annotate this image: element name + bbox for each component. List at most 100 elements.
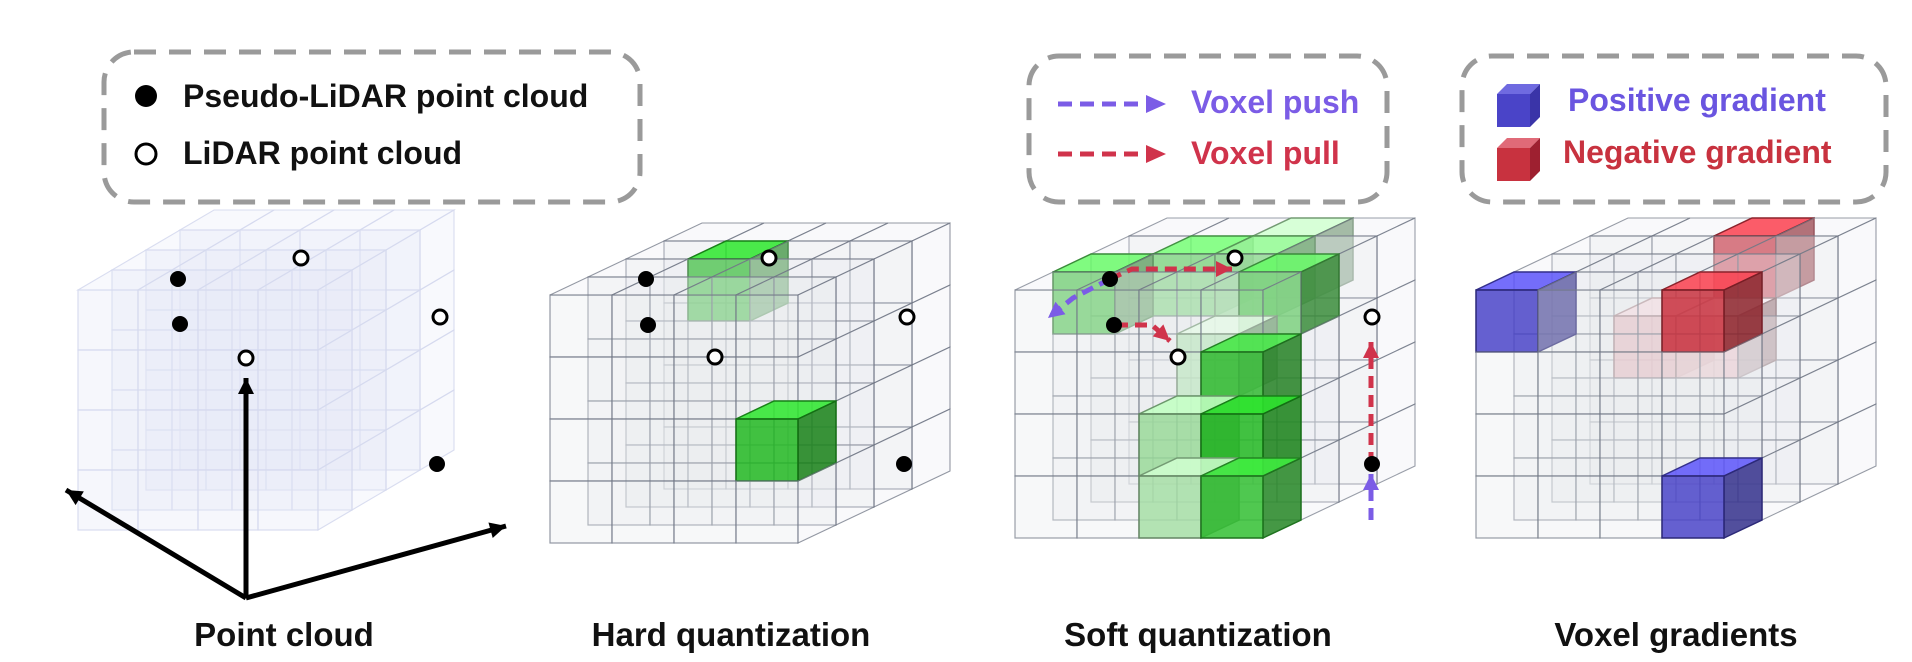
voxel-cell bbox=[231, 449, 293, 511]
legend-pseudo-lidar-label: Pseudo-LiDAR point cloud bbox=[183, 78, 588, 114]
positive-cube-icon bbox=[1497, 84, 1540, 127]
voxel-cell bbox=[1052, 333, 1116, 397]
hard-quantization-panel bbox=[549, 222, 951, 544]
legend-pull-label: Voxel pull bbox=[1191, 135, 1340, 171]
voxel-cell bbox=[1775, 421, 1839, 485]
voxel-cell bbox=[257, 409, 319, 471]
voxel-cell bbox=[811, 258, 875, 322]
push-arrow-head bbox=[1048, 301, 1066, 318]
pseudo-lidar-point bbox=[170, 271, 186, 287]
highlighted-voxel bbox=[1138, 475, 1202, 539]
voxel-cell bbox=[1052, 395, 1116, 459]
voxel-cell bbox=[1076, 351, 1140, 415]
voxel-cell bbox=[291, 329, 353, 391]
voxel-cell bbox=[231, 389, 293, 451]
caption-soft-quantization: Soft quantization bbox=[1064, 616, 1332, 653]
voxel-cell bbox=[587, 400, 651, 464]
point-cloud-panel bbox=[64, 209, 507, 601]
voxel-cell bbox=[811, 320, 875, 384]
soft-quantization-panel bbox=[1014, 216, 1416, 540]
voxel-cell bbox=[231, 269, 293, 331]
voxel-cell bbox=[549, 480, 613, 544]
legend-positive-label: Positive gradient bbox=[1568, 82, 1826, 118]
voxel-cell bbox=[849, 364, 913, 428]
pseudo-lidar-point bbox=[172, 316, 188, 332]
highlighted-voxel bbox=[735, 418, 799, 482]
voxel-cell bbox=[1537, 289, 1601, 353]
voxel-cell bbox=[625, 444, 689, 508]
voxel-cell bbox=[1475, 475, 1539, 539]
voxel-cell bbox=[257, 349, 319, 411]
voxel-cell bbox=[111, 269, 173, 331]
voxel-cell bbox=[649, 338, 713, 402]
pseudo-lidar-point bbox=[1102, 271, 1118, 287]
lidar-point bbox=[1363, 308, 1381, 326]
voxel-cell bbox=[1775, 297, 1839, 361]
left-axis bbox=[64, 487, 248, 601]
voxel-cell bbox=[137, 469, 199, 531]
voxel-cell bbox=[77, 349, 139, 411]
voxel-cell bbox=[1076, 413, 1140, 477]
voxel-cell bbox=[673, 356, 737, 420]
voxel-gradients-panel bbox=[1475, 216, 1877, 540]
voxel-cell bbox=[1613, 377, 1677, 441]
voxel-cell bbox=[673, 418, 737, 482]
hollow-point-icon bbox=[134, 142, 158, 166]
vertical-axis-head bbox=[238, 378, 254, 394]
voxel-cell bbox=[1114, 333, 1178, 397]
voxel-cell bbox=[611, 418, 675, 482]
legend-voxel-moves: Voxel push Voxel pull bbox=[1026, 53, 1390, 205]
pull-arrow bbox=[1108, 266, 1232, 282]
right-axis bbox=[245, 523, 507, 601]
filled-point-icon bbox=[135, 85, 157, 107]
caption-hard-quantization: Hard quantization bbox=[592, 616, 871, 653]
voxel-cell bbox=[625, 382, 689, 446]
voxel-cell bbox=[625, 320, 689, 384]
voxel-cell bbox=[145, 429, 207, 491]
voxel-cell bbox=[1589, 235, 1653, 299]
voxel-cell bbox=[673, 480, 737, 544]
negative-cube-icon bbox=[1497, 138, 1540, 181]
voxel-cell bbox=[649, 276, 713, 340]
voxel-cell bbox=[649, 400, 713, 464]
voxel-cell bbox=[1014, 475, 1078, 539]
highlighted-voxel bbox=[1661, 475, 1725, 539]
voxel-cell bbox=[849, 240, 913, 304]
voxel-cell bbox=[197, 469, 259, 531]
voxel-cell bbox=[1775, 235, 1839, 299]
highlighted-voxel bbox=[1475, 289, 1539, 353]
voxel-cell bbox=[1076, 475, 1140, 539]
voxel-cell bbox=[197, 289, 259, 351]
legend-gradients: Positive gradient Negative gradient bbox=[1459, 53, 1889, 205]
voxel-cell bbox=[77, 289, 139, 351]
voxel-cell bbox=[299, 289, 361, 351]
left-axis-head bbox=[66, 490, 84, 506]
voxel-cell bbox=[549, 356, 613, 420]
legend-lidar-label: LiDAR point cloud bbox=[183, 135, 462, 171]
pull-arrow-head bbox=[1363, 342, 1379, 358]
voxel-cell bbox=[1637, 395, 1701, 459]
caption-voxel-gradients: Voxel gradients bbox=[1554, 616, 1797, 653]
voxel-cell bbox=[265, 429, 327, 491]
voxel-cell bbox=[1599, 351, 1663, 415]
lidar-point bbox=[1226, 249, 1244, 267]
voxel-cell bbox=[1537, 475, 1601, 539]
voxel-cell bbox=[735, 480, 799, 544]
voxel-cell bbox=[673, 294, 737, 358]
voxel-cell bbox=[205, 429, 267, 491]
caption-point-cloud: Point cloud bbox=[194, 616, 374, 653]
lidar-point bbox=[431, 308, 449, 326]
voxel-cell bbox=[179, 409, 241, 471]
lidar-point bbox=[292, 249, 310, 267]
lidar-point bbox=[760, 249, 778, 267]
pseudo-lidar-point bbox=[1364, 456, 1380, 472]
legend-push-label: Voxel push bbox=[1191, 84, 1359, 120]
voxel-cell bbox=[291, 449, 353, 511]
pull-arrow bbox=[1116, 322, 1172, 343]
voxel-cell bbox=[1599, 289, 1663, 353]
voxel-cell bbox=[1599, 413, 1663, 477]
voxel-cell bbox=[171, 449, 233, 511]
voxel-cell bbox=[1551, 439, 1615, 503]
voxel-cell bbox=[649, 462, 713, 526]
highlighted-voxel bbox=[1661, 289, 1725, 353]
